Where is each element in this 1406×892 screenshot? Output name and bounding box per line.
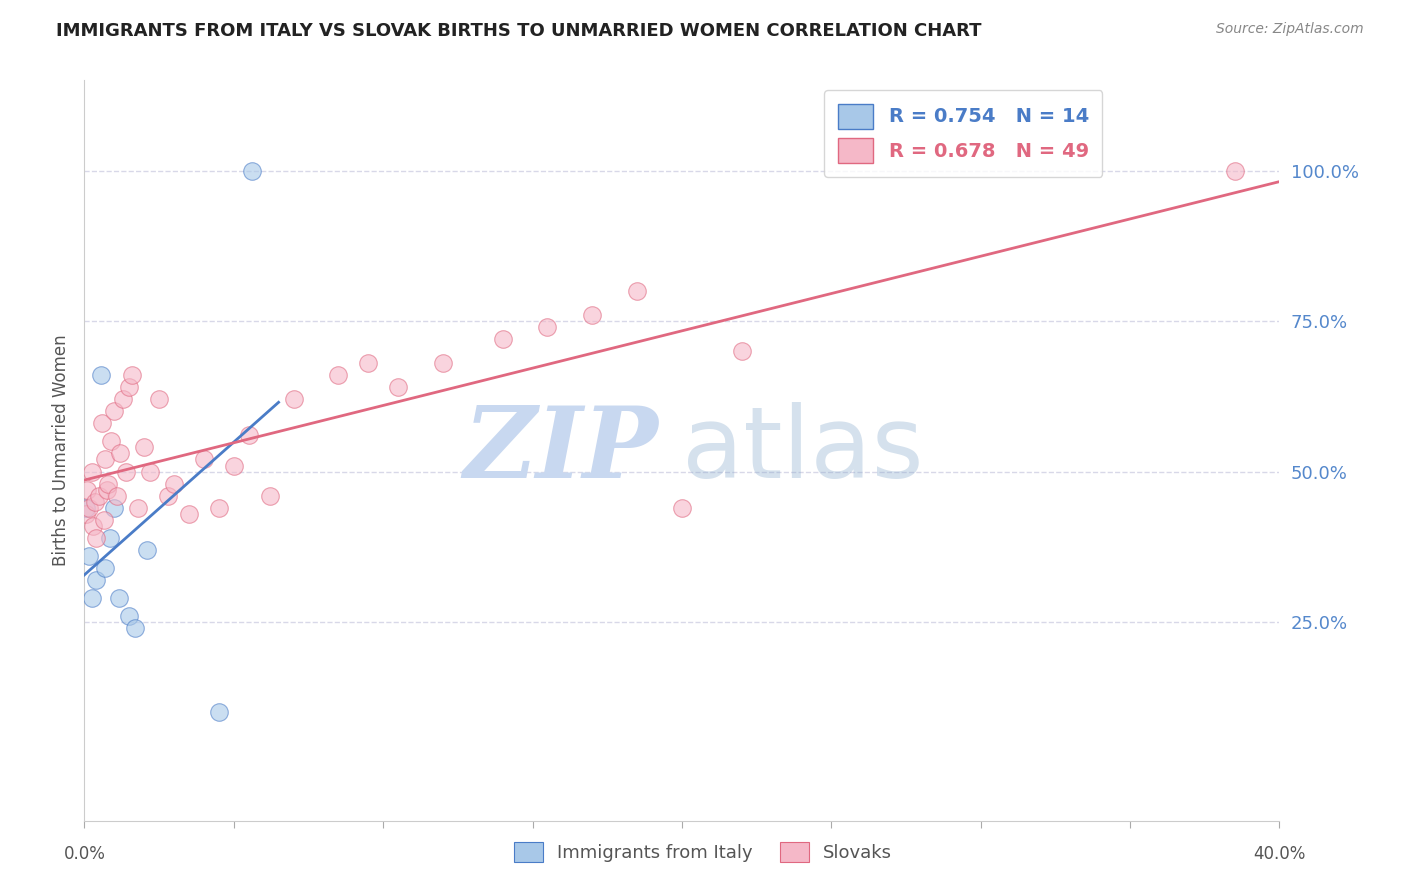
Point <box>115 465 138 479</box>
Point <box>75 507 97 521</box>
Point <box>80 465 103 479</box>
Point <box>492 332 515 346</box>
Point <box>93 513 115 527</box>
Point <box>163 476 186 491</box>
Point <box>177 507 200 521</box>
Point <box>731 344 754 359</box>
Point <box>536 320 558 334</box>
Point <box>98 531 121 545</box>
Point <box>357 356 380 370</box>
Point <box>89 489 111 503</box>
Point <box>1223 163 1246 178</box>
Point <box>626 284 648 298</box>
Point <box>157 489 180 503</box>
Point <box>581 308 603 322</box>
Text: IMMIGRANTS FROM ITALY VS SLOVAK BIRTHS TO UNMARRIED WOMEN CORRELATION CHART: IMMIGRANTS FROM ITALY VS SLOVAK BIRTHS T… <box>56 22 981 40</box>
Point <box>86 573 108 587</box>
Point <box>97 476 120 491</box>
Point <box>193 452 215 467</box>
Point <box>387 380 409 394</box>
Point <box>112 392 135 407</box>
Point <box>94 452 117 467</box>
Point <box>76 483 98 497</box>
Point <box>96 483 118 497</box>
Point <box>82 518 104 533</box>
Point <box>107 591 129 605</box>
Point <box>136 542 159 557</box>
Point <box>127 500 149 515</box>
Point <box>139 465 162 479</box>
Point <box>103 404 125 418</box>
Point <box>124 621 146 635</box>
Point <box>90 368 112 383</box>
Point <box>77 549 100 563</box>
Point <box>121 368 143 383</box>
Point <box>103 500 125 515</box>
Text: Source: ZipAtlas.com: Source: ZipAtlas.com <box>1216 22 1364 37</box>
Legend: R = 0.754   N = 14, R = 0.678   N = 49: R = 0.754 N = 14, R = 0.678 N = 49 <box>824 90 1102 177</box>
Point <box>671 500 693 515</box>
Point <box>94 561 117 575</box>
Point <box>238 428 260 442</box>
Point <box>91 417 114 431</box>
Point <box>259 489 281 503</box>
Point <box>77 500 100 515</box>
Legend: Immigrants from Italy, Slovaks: Immigrants from Italy, Slovaks <box>506 834 900 870</box>
Point <box>328 368 350 383</box>
Point <box>148 392 170 407</box>
Point <box>240 163 263 178</box>
Point <box>100 434 122 449</box>
Point <box>118 380 141 394</box>
Point <box>75 500 97 515</box>
Point <box>86 531 108 545</box>
Text: 0.0%: 0.0% <box>63 845 105 863</box>
Point <box>208 706 231 720</box>
Text: ZIP: ZIP <box>463 402 658 499</box>
Point <box>432 356 454 370</box>
Text: 40.0%: 40.0% <box>1253 845 1306 863</box>
Point <box>83 494 105 508</box>
Point <box>208 500 231 515</box>
Point <box>110 446 132 460</box>
Point <box>283 392 305 407</box>
Point <box>118 609 141 624</box>
Point <box>80 591 103 605</box>
Text: atlas: atlas <box>682 402 924 499</box>
Point <box>132 441 156 455</box>
Point <box>105 489 128 503</box>
Y-axis label: Births to Unmarried Women: Births to Unmarried Women <box>52 334 70 566</box>
Point <box>222 458 245 473</box>
